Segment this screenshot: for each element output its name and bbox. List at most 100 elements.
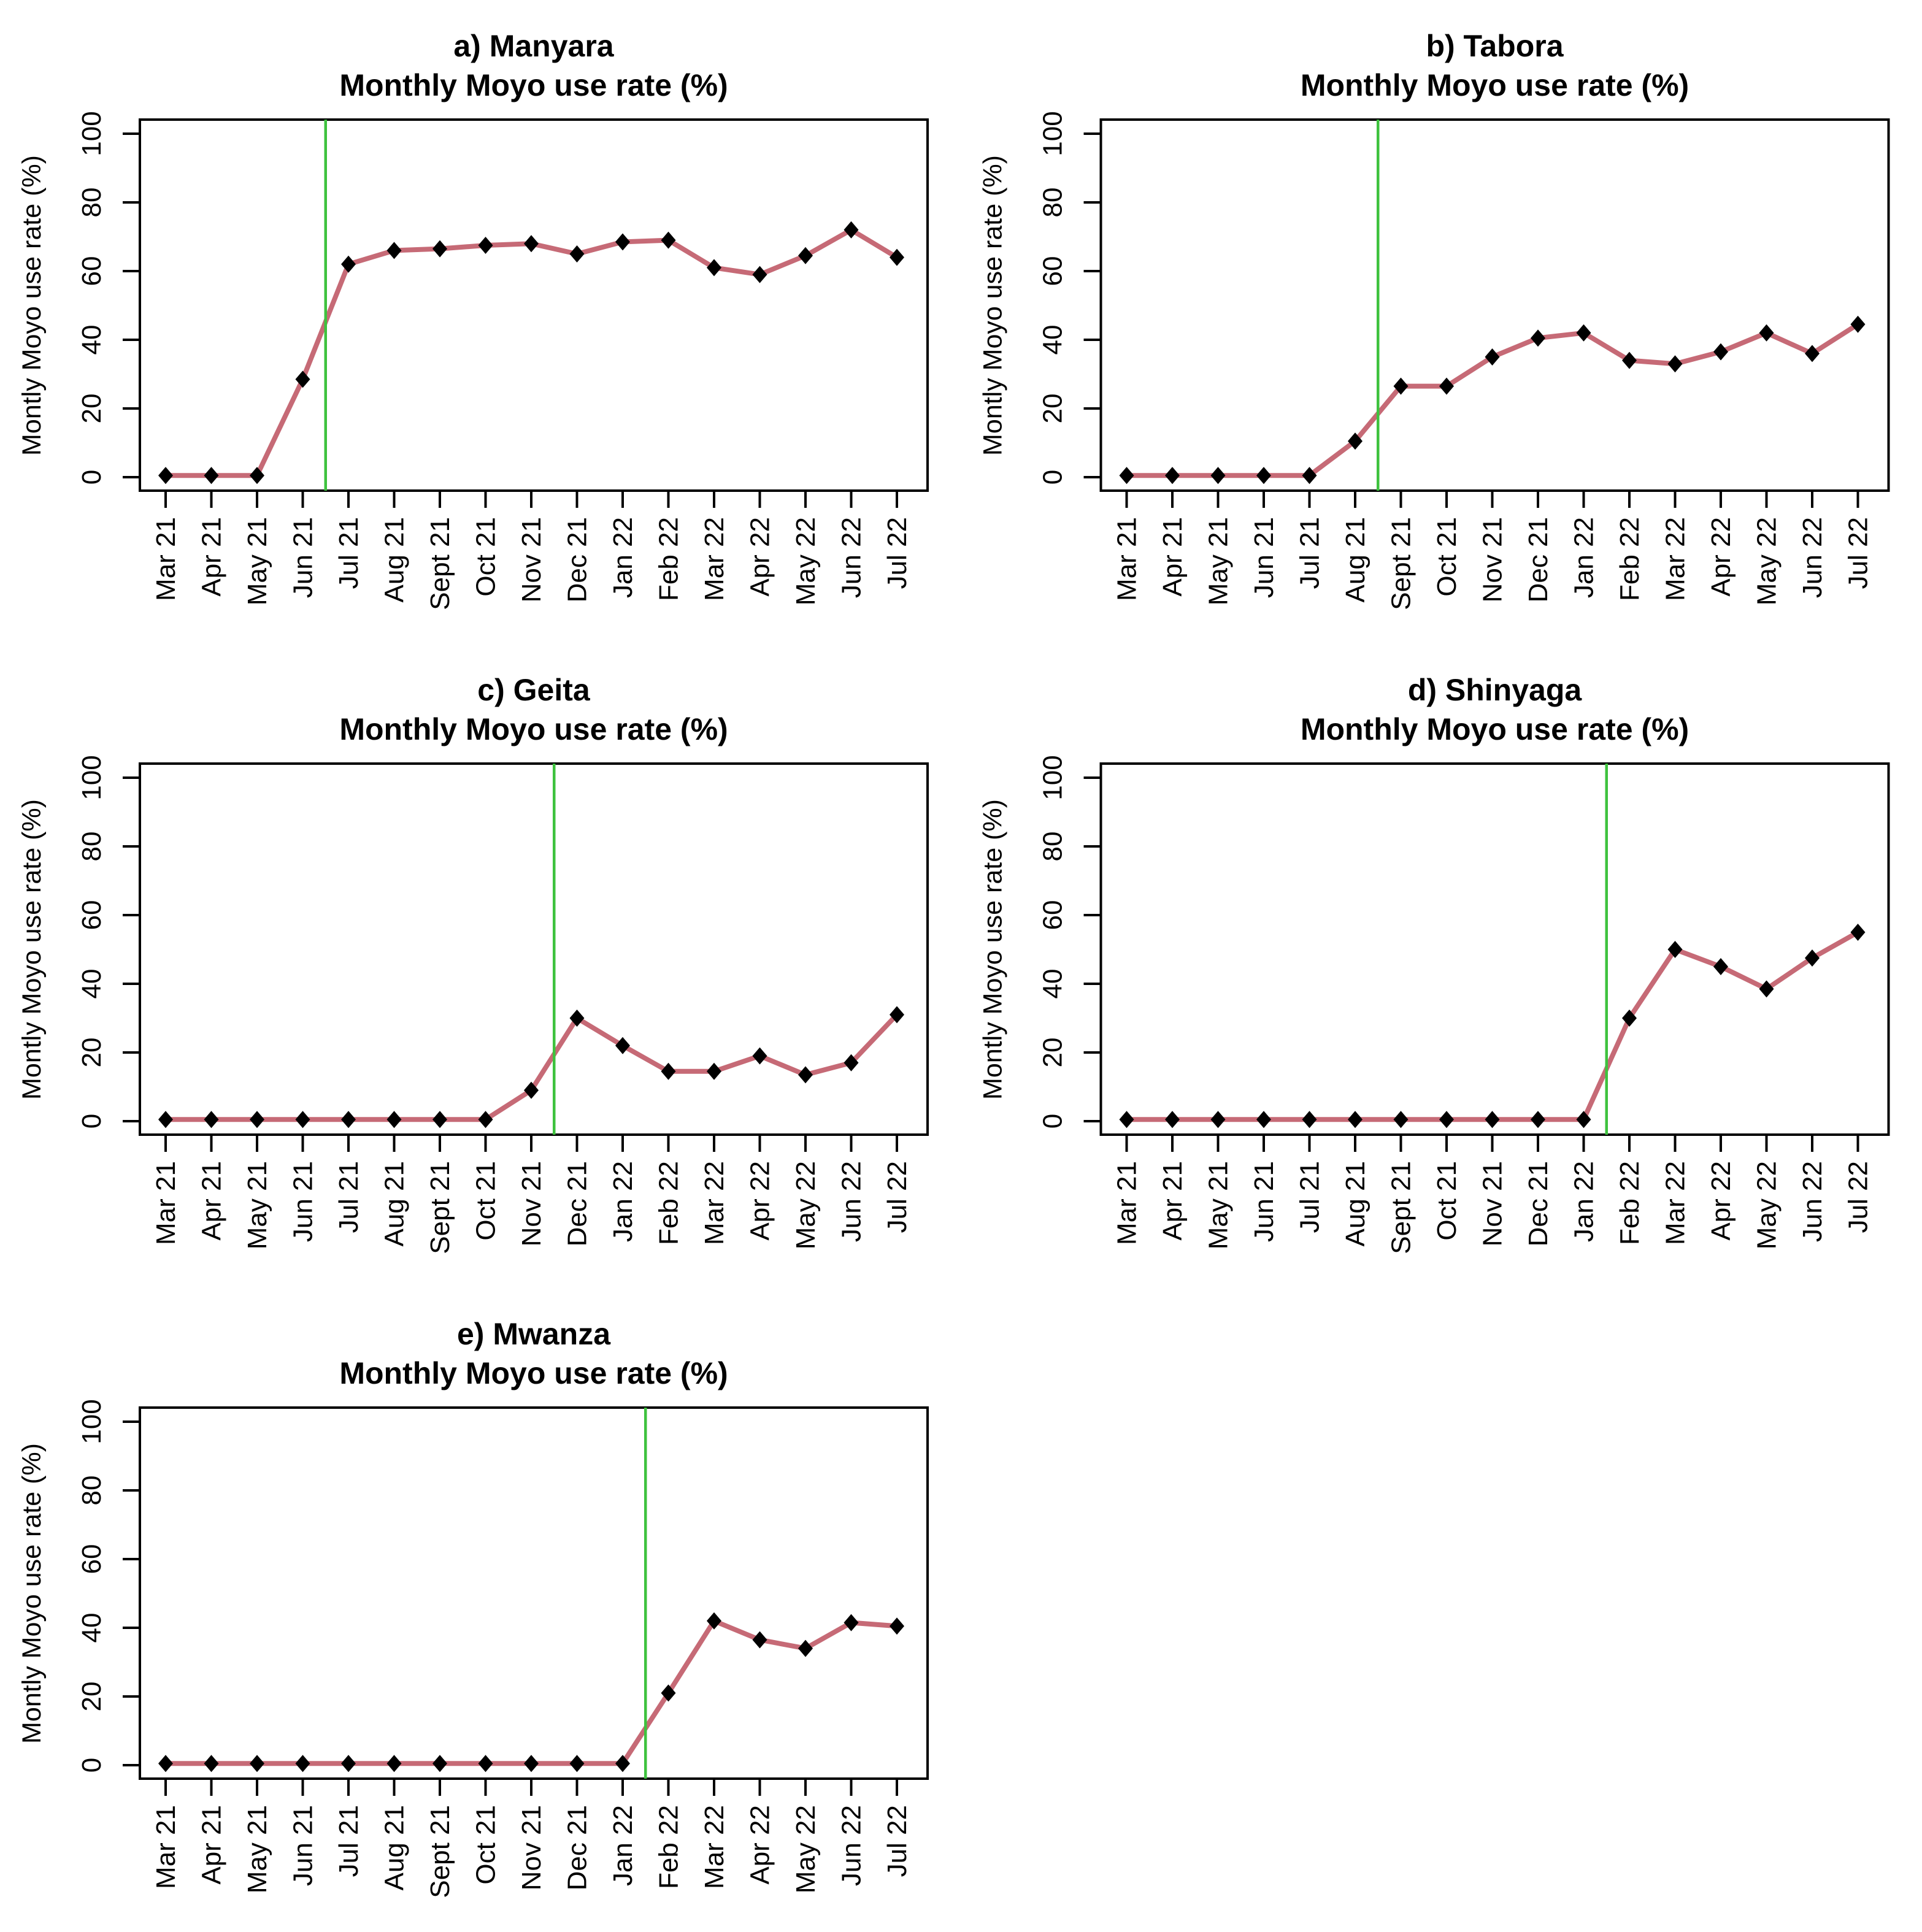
x-tick-label: Feb 22 (654, 1805, 684, 1889)
data-line (163, 1012, 899, 1122)
data-point (1348, 432, 1363, 450)
data-point (1256, 1111, 1271, 1129)
y-axis-label: Montly Moyo use rate (%) (978, 799, 1008, 1100)
x-tick-label: Jun 21 (288, 1805, 318, 1886)
line-chart-tabora: b) Tabora Monthly Moyo use rate (%) Mont… (978, 29, 1890, 610)
data-point (707, 1062, 721, 1080)
y-tick-label: 80 (77, 832, 107, 862)
y-tick-label: 0 (1038, 1114, 1068, 1129)
x-tick-label: Apr 21 (197, 1805, 227, 1885)
data-point (661, 231, 676, 249)
x-tick-label: Oct 21 (471, 1161, 501, 1241)
data-line (163, 1618, 899, 1766)
x-tick-label: Mar 22 (699, 1161, 729, 1245)
chart-subtitle: Monthly Moyo use rate (%) (339, 1356, 728, 1390)
plot-area: 0 20 40 60 80 100 Mar 21 Apr 21 May 21 Jun 21 Jul … (77, 755, 929, 1254)
x-tick-label: Apr 21 (1158, 517, 1188, 597)
x-tick-label: Jan 22 (608, 1805, 638, 1886)
y-tick-label: 40 (1038, 969, 1068, 999)
y-tick-label: 20 (1038, 1038, 1068, 1068)
data-point (1302, 1111, 1317, 1129)
data-point (1165, 1111, 1180, 1129)
y-tick-label: 100 (1038, 755, 1068, 800)
data-point (569, 1010, 585, 1027)
y-tick-label: 20 (77, 1682, 107, 1712)
data-point (1805, 949, 1820, 967)
data-point (1439, 1111, 1454, 1129)
data-point (432, 1755, 447, 1773)
data-point (1850, 924, 1866, 941)
x-tick-label: Jul 21 (1295, 517, 1325, 589)
x-tick-label: Aug 21 (380, 1805, 410, 1890)
data-point (1622, 1010, 1637, 1027)
x-tick-label: Apr 21 (197, 1161, 227, 1241)
x-tick-label: Nov 21 (517, 1161, 547, 1246)
data-point (386, 1111, 402, 1129)
x-tick-label: Mar 21 (151, 1805, 181, 1889)
x-tick-label: May 22 (791, 517, 821, 605)
x-tick-label: May 21 (242, 1805, 272, 1893)
x-tick-label: Oct 21 (471, 1805, 501, 1885)
data-point (1667, 355, 1683, 373)
data-point (615, 233, 630, 251)
data-line (1124, 930, 1861, 1122)
data-point (707, 1612, 721, 1630)
data-point (204, 467, 219, 485)
chart-panel-geita: c) Geita Monthly Moyo use rate (%) Montl… (0, 644, 961, 1288)
x-tick-label: May 22 (791, 1161, 821, 1249)
line-chart-manyara: a) Manyara Monthly Moyo use rate (%) Mon… (17, 29, 929, 610)
x-tick-label: Jun 22 (837, 1805, 867, 1886)
data-point (432, 240, 447, 258)
x-tick-label: Dec 21 (563, 517, 593, 602)
y-tick-label: 80 (1038, 832, 1068, 862)
data-point (432, 1111, 447, 1129)
data-point (204, 1755, 219, 1773)
data-point (478, 1755, 493, 1773)
x-tick-label: May 21 (1204, 1161, 1234, 1249)
x-tick-label: Jul 22 (882, 1805, 912, 1877)
data-point (661, 1684, 676, 1702)
plot-box (139, 1406, 929, 1780)
x-tick-label: Jul 21 (334, 517, 364, 589)
data-point (250, 467, 264, 485)
data-point (250, 1111, 264, 1129)
x-tick-label: Jul 22 (882, 517, 912, 589)
data-point (1485, 348, 1500, 366)
data-point (1210, 1111, 1226, 1129)
data-point (295, 1755, 310, 1773)
data-point (341, 1111, 356, 1129)
y-tick-label: 40 (77, 969, 107, 999)
data-point (1667, 941, 1683, 958)
y-tick-label: 60 (77, 900, 107, 930)
data-point (478, 237, 493, 254)
y-tick-label: 40 (1038, 325, 1068, 355)
plot-area: 0 20 40 60 80 100 Mar 21 Apr 21 May 21 Jun 21 Jul … (77, 1399, 929, 1898)
data-point (798, 1066, 813, 1084)
x-tick-label: Aug 21 (380, 1161, 410, 1246)
data-point (524, 235, 539, 253)
chart-subtitle: Monthly Moyo use rate (%) (339, 68, 728, 102)
data-point (204, 1111, 219, 1129)
x-tick-label: Apr 22 (1706, 517, 1736, 597)
y-tick-label: 100 (77, 1399, 107, 1444)
x-tick-label: Dec 21 (1523, 1161, 1553, 1246)
data-line (1124, 321, 1861, 478)
x-tick-label: Mar 22 (1661, 517, 1691, 601)
y-tick-label: 0 (77, 1114, 107, 1129)
y-tick-label: 100 (77, 111, 107, 156)
data-point (615, 1755, 630, 1773)
line-chart-shinyaga: d) Shinyaga Monthly Moyo use rate (%) Mo… (978, 673, 1890, 1254)
y-tick-label: 20 (77, 1038, 107, 1068)
data-point (1531, 1111, 1545, 1129)
data-point (1622, 351, 1637, 369)
x-tick-label: Mar 21 (151, 517, 181, 601)
x-tick-label: Mar 22 (1661, 1161, 1691, 1245)
x-tick-label: Mar 21 (1112, 1161, 1142, 1245)
y-axis-label: Montly Moyo use rate (%) (17, 799, 47, 1100)
data-point (844, 1054, 859, 1071)
data-point (844, 1614, 859, 1631)
x-tick-label: Apr 22 (1706, 1161, 1736, 1241)
chart-panel-tabora: b) Tabora Monthly Moyo use rate (%) Mont… (961, 0, 1922, 644)
y-tick-label: 0 (77, 470, 107, 485)
x-tick-label: Feb 22 (654, 1161, 684, 1245)
